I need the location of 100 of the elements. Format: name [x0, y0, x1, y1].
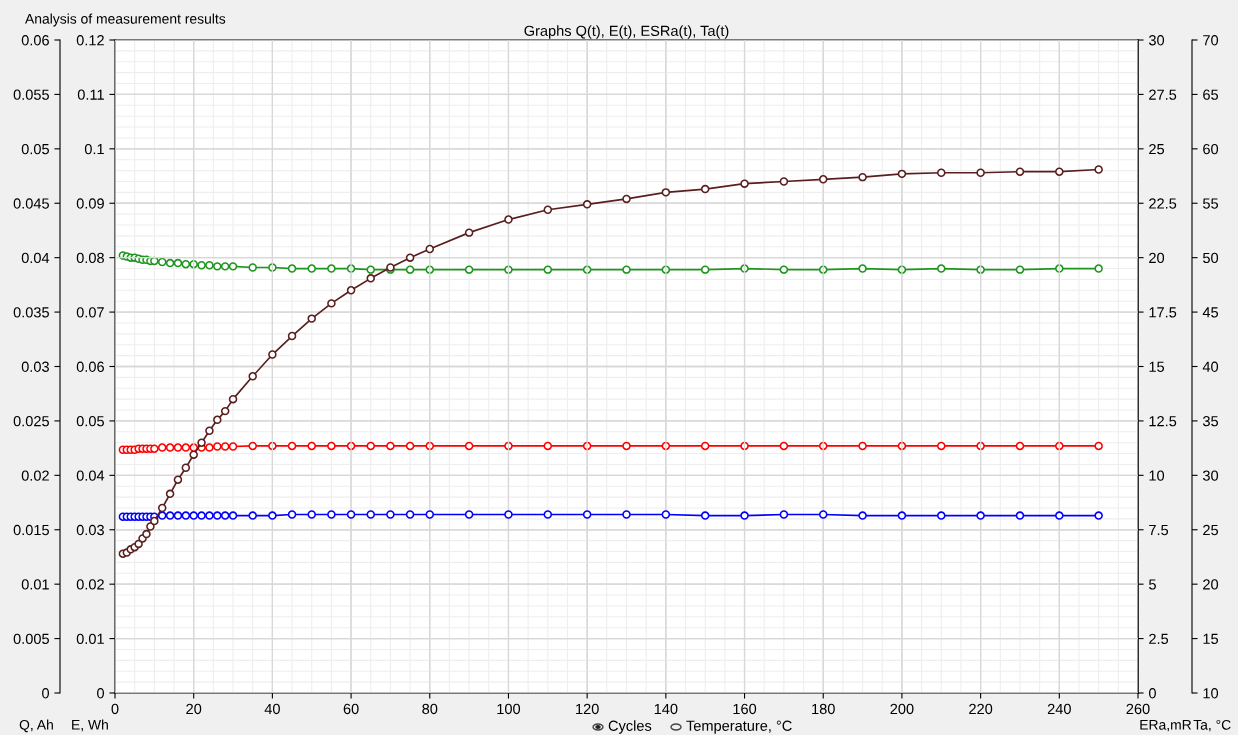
point	[327, 264, 336, 273]
x-tick-label: 160	[733, 703, 757, 715]
point	[1015, 265, 1025, 274]
point	[1094, 165, 1103, 174]
y2-tick-label: 65	[1203, 89, 1219, 100]
text: Temperature, °C	[686, 720, 792, 734]
y-tick-label: 0.11	[77, 89, 104, 100]
point	[205, 261, 214, 270]
text: Cycles	[608, 720, 652, 734]
point	[181, 463, 191, 472]
y2-tick-label: 45	[1202, 307, 1219, 318]
y-tick-label: 0.025	[13, 416, 49, 427]
point	[346, 286, 356, 295]
y-tick-label: 0	[42, 688, 50, 699]
y-tick-label: 0.05	[21, 143, 49, 155]
y-tick-label: 0.02	[21, 470, 49, 481]
x-tick-label: 20	[186, 703, 202, 715]
x-tick-label: 260	[1126, 703, 1150, 715]
point	[1094, 264, 1103, 273]
y2-tick-label: 20	[1149, 252, 1165, 264]
y2-tick-label: 55	[1203, 198, 1219, 209]
y2-tick-label: 70	[1203, 35, 1219, 46]
point	[228, 394, 238, 404]
point	[213, 262, 222, 271]
point	[181, 259, 191, 269]
point	[543, 205, 553, 215]
point	[165, 258, 175, 268]
point	[228, 262, 238, 271]
y-tick-label: 0.09	[76, 198, 104, 209]
point	[405, 253, 415, 262]
point	[146, 522, 155, 531]
point	[405, 265, 415, 274]
y-tick-label: 0.055	[13, 89, 49, 100]
x-tick-label: 140	[654, 703, 678, 715]
point	[779, 265, 789, 274]
y-tick-label: 0.005	[13, 633, 49, 645]
point	[622, 265, 631, 274]
y2-tick-label: 17.5	[1149, 307, 1177, 318]
y-tick-label: 0.03	[21, 361, 49, 372]
point	[157, 257, 167, 267]
y-tick-label: 0.06	[76, 361, 104, 372]
point	[700, 184, 710, 194]
y2-tick-label: 27.5	[1149, 89, 1177, 100]
y-tick-label: 0.01	[76, 633, 104, 645]
y2-tick-label: 30	[1148, 35, 1165, 46]
point	[425, 244, 435, 254]
point	[287, 331, 297, 341]
y-tick-label: 0.07	[76, 307, 104, 318]
point	[622, 194, 631, 204]
point	[197, 261, 206, 270]
point	[700, 265, 710, 274]
point	[213, 415, 222, 425]
y-tick-label: 0.08	[76, 252, 104, 264]
y-tick-label: 0.05	[76, 416, 104, 427]
x-tick-label: 40	[264, 703, 280, 715]
y-tick-label: 0.03	[76, 524, 104, 536]
point	[189, 450, 198, 459]
x-tick-label: 120	[576, 703, 599, 715]
point	[220, 406, 230, 416]
y-tick-label: 0	[97, 688, 105, 699]
point	[1015, 167, 1025, 176]
point	[818, 175, 828, 184]
y-tick-label: 0.015	[13, 524, 49, 536]
point	[740, 179, 749, 188]
point	[366, 274, 375, 283]
point	[307, 314, 316, 323]
y-tick-label: 0.06	[21, 35, 49, 46]
point	[464, 228, 474, 237]
point	[142, 529, 151, 539]
point	[248, 263, 257, 272]
point	[327, 299, 336, 308]
point	[248, 372, 257, 381]
y2-tick-label: 0	[1148, 688, 1156, 699]
x-tick-label: 200	[890, 703, 914, 715]
y-tick-label: 0.04	[76, 470, 105, 481]
point	[287, 264, 297, 273]
point	[268, 350, 277, 359]
x-tick-label: 0	[111, 703, 119, 715]
y2-axis-title: ERa,mR	[1140, 720, 1192, 732]
y2-tick-label: 35	[1202, 416, 1219, 427]
point	[858, 264, 867, 273]
point	[165, 489, 175, 499]
y-axis-title: E, Wh	[72, 719, 108, 732]
y2-tick-label: 22.5	[1149, 198, 1177, 209]
y2-tick-label: 25	[1149, 143, 1165, 155]
point	[1055, 167, 1064, 176]
point	[157, 503, 167, 513]
point	[897, 169, 907, 179]
y2-tick-label: 12.5	[1149, 416, 1177, 427]
y2-tick-label: 60	[1203, 143, 1219, 155]
point	[504, 215, 513, 224]
chart-title: Graphs Q(t), E(t), ESRa(t), Ta(t)	[524, 25, 729, 39]
x-tick-label: 80	[422, 703, 438, 715]
y-tick-label: 0.12	[76, 35, 104, 46]
point	[858, 172, 867, 182]
point	[976, 168, 985, 178]
y2-tick-label: 15	[1149, 361, 1165, 372]
y-tick-label: 0.01	[21, 579, 49, 590]
y-axis-title: Q, Ah	[19, 719, 53, 733]
y2-tick-label: 5	[1149, 579, 1156, 590]
